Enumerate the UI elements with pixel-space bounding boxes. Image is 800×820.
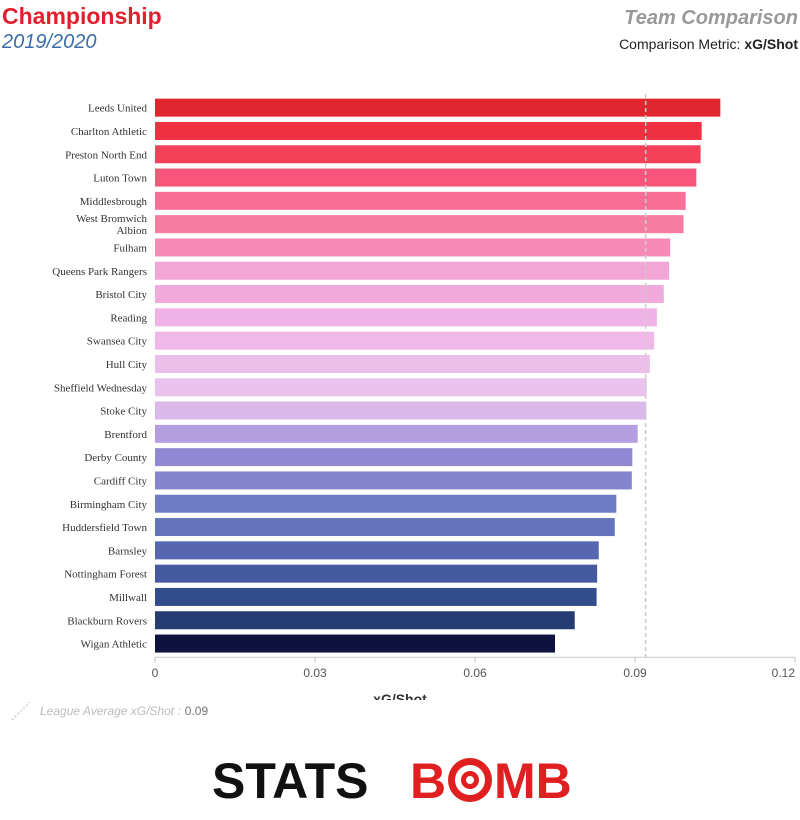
category-label: Derby County <box>84 452 147 464</box>
bar-swansea-city <box>155 331 655 350</box>
bar-queens-park-rangers <box>155 261 670 280</box>
category-label: Charlton Athletic <box>71 126 147 138</box>
category-label: Luton Town <box>93 173 147 185</box>
bar-chart: Leeds United Charlton Athletic Preston Nor… <box>52 94 796 700</box>
category-label: Queens Park Rangers <box>52 266 147 278</box>
x-tick-label: 0.06 <box>463 666 487 680</box>
bar-charlton-athletic <box>155 121 702 140</box>
bar-middlesbrough <box>155 191 686 210</box>
x-tick-label: 0.12 <box>772 666 796 680</box>
x-tick-label: 0.09 <box>623 666 647 680</box>
league-title: Championship <box>2 3 162 29</box>
bar-huddersfield-town <box>155 518 615 537</box>
bar-preston-north-end <box>155 145 701 164</box>
bar-cardiff-city <box>155 471 632 490</box>
legend: League Average xG/Shot : 0.09 <box>10 700 208 722</box>
category-label: Middlesbrough <box>80 196 148 208</box>
category-label: Sheffield Wednesday <box>54 382 148 394</box>
category-label: Preston North End <box>65 149 147 161</box>
season-label: 2019/2020 <box>2 31 97 53</box>
legend-label: League Average xG/Shot : <box>40 704 181 718</box>
metric-label: Comparison Metric: <box>619 36 741 52</box>
bar-nottingham-forest <box>155 564 598 583</box>
category-label: Cardiff City <box>94 475 148 487</box>
x-axis-title: xG/Shot <box>373 691 427 700</box>
bar-millwall <box>155 587 597 606</box>
category-label: Hull City <box>106 359 148 371</box>
bar-bristol-city <box>155 285 664 304</box>
bar-hull-city <box>155 354 650 373</box>
chart-subtitle: Team Comparison <box>624 7 798 29</box>
logo-text-b: B <box>410 753 446 808</box>
category-label: Wigan Athletic <box>81 639 148 651</box>
bar-derby-county <box>155 448 633 467</box>
logo-text-mb: MB <box>494 753 572 808</box>
statsbomb-logo: STATS B O MB <box>0 748 572 808</box>
category-labels: Leeds United Charlton Athletic Preston Nor… <box>52 103 147 651</box>
category-label: Barnsley <box>108 545 148 557</box>
logo-text-stats: STATS <box>212 753 368 808</box>
bar-birmingham-city <box>155 494 617 513</box>
category-label: Fulham <box>113 242 147 254</box>
bar-west-bromwich-albion <box>155 215 684 234</box>
bar-fulham <box>155 238 671 257</box>
bar-stoke-city <box>155 401 647 420</box>
dashed-line-icon <box>11 701 31 721</box>
category-label: Bristol City <box>95 289 147 301</box>
bar-leeds-united <box>155 98 721 117</box>
category-label: Brentford <box>104 429 147 441</box>
logo-target-icon <box>448 758 492 802</box>
bar-blackburn-rovers <box>155 611 575 630</box>
bar-reading <box>155 308 657 327</box>
comparison-metric: Comparison Metric: xG/Shot <box>619 34 798 54</box>
bar-sheffield-wednesday <box>155 378 647 397</box>
category-label: Reading <box>110 312 147 324</box>
bar-barnsley <box>155 541 599 560</box>
bars-group <box>155 98 721 653</box>
category-label: Swansea City <box>87 336 148 348</box>
category-label: Nottingham Forest <box>64 569 147 581</box>
category-label: Huddersfield Town <box>62 522 147 534</box>
category-label: Stoke City <box>100 406 147 418</box>
x-axis: 0 0.03 0.06 0.09 0.12 <box>152 656 796 680</box>
header-right: Team Comparison Comparison Metric: xG/Sh… <box>619 6 798 54</box>
bar-brentford <box>155 424 638 443</box>
bar-luton-town <box>155 168 697 187</box>
category-label: Birmingham City <box>70 499 148 511</box>
category-label: Blackburn Rovers <box>67 615 147 627</box>
x-tick-label: 0.03 <box>303 666 327 680</box>
category-label: Millwall <box>109 592 147 604</box>
category-label: Leeds United <box>88 103 147 115</box>
bar-wigan-athletic <box>155 634 555 653</box>
legend-value: 0.09 <box>184 704 209 718</box>
header-left: Championship 2019/2020 <box>2 2 162 54</box>
category-label: West Bromwich Albion <box>76 213 147 237</box>
metric-value: xG/Shot <box>744 36 798 52</box>
logo-text-o: O <box>0 748 1 749</box>
x-tick-label: 0 <box>152 666 159 680</box>
